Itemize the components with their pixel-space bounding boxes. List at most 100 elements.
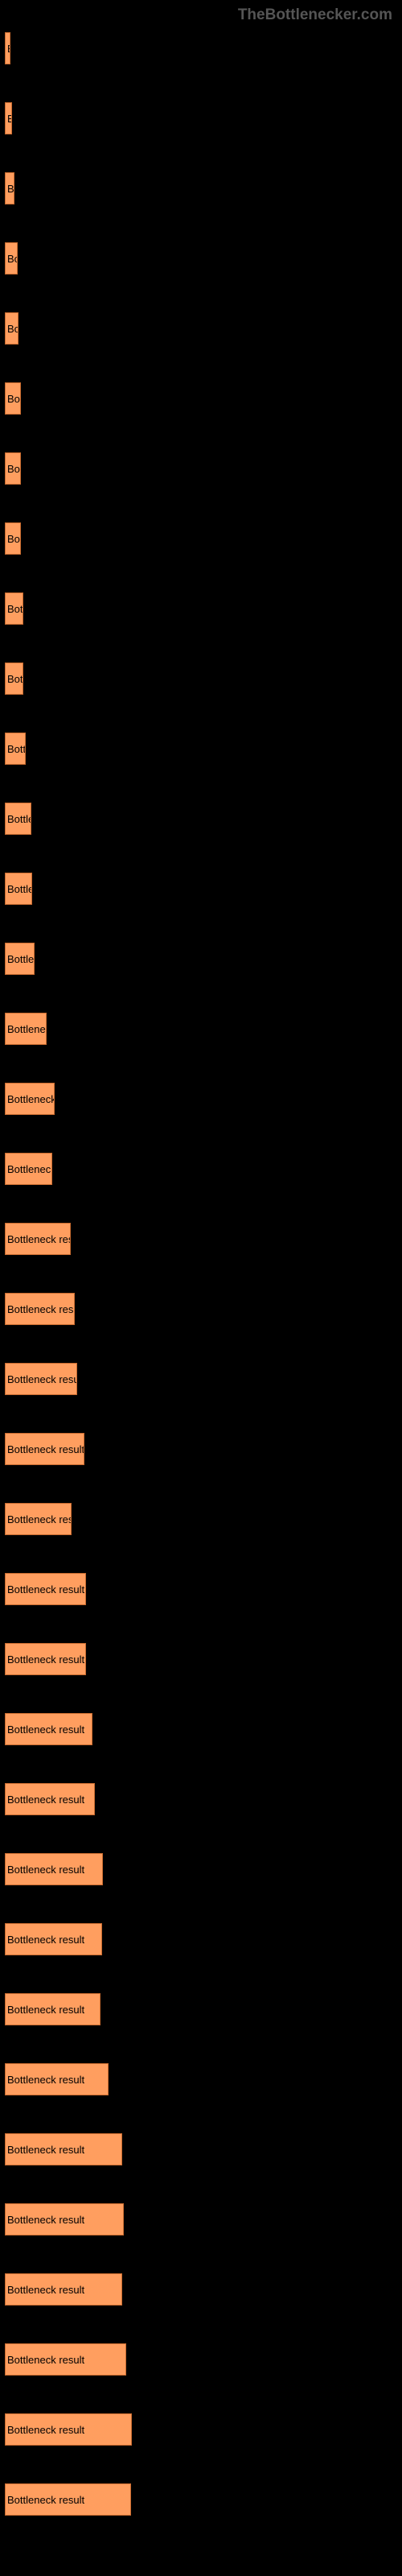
bar-label: Bottleneck result — [7, 393, 21, 405]
bar: Bottleneck result — [5, 2203, 124, 2235]
bar: Bottleneck result — [5, 1573, 86, 1605]
bar-label: Bottleneck result — [7, 2284, 84, 2296]
bar-row: Bottleneck result — [5, 1573, 402, 1605]
bar: Bottleneck result — [5, 873, 32, 905]
bar-row: Bottleneck result — [5, 1013, 402, 1045]
bar-label: Bottleneck result — [7, 673, 23, 685]
bar: Bottleneck result — [5, 2343, 126, 2376]
bar-row: Bottleneck result — [5, 452, 402, 485]
bar: Bottleneck result — [5, 733, 26, 765]
bar-label: Bottleneck result — [7, 1794, 84, 1806]
bar-label: Bottleneck result — [7, 2354, 84, 2366]
bar: Bottleneck result — [5, 1083, 55, 1115]
bar-label: Bottleneck result — [7, 953, 35, 965]
bar: Bottleneck result — [5, 1013, 47, 1045]
bar-row: Bottleneck result — [5, 522, 402, 555]
bar: Bottleneck result — [5, 102, 12, 134]
bar: Bottleneck result — [5, 1993, 100, 2025]
bar-label: Bottleneck result — [7, 1653, 84, 1666]
bar-row: Bottleneck result — [5, 1223, 402, 1255]
bar: Bottleneck result — [5, 2133, 122, 2165]
bar-label: Bottleneck result — [7, 1163, 52, 1175]
bar: Bottleneck result — [5, 522, 21, 555]
bar-label: Bottleneck result — [7, 1934, 84, 1946]
bar-label: Bottleneck result — [7, 813, 31, 825]
bar-label: Bottleneck result — [7, 253, 18, 265]
bar-label: Bottleneck result — [7, 2214, 84, 2226]
bar: Bottleneck result — [5, 1223, 71, 1255]
bar: Bottleneck result — [5, 1153, 52, 1185]
bar: Bottleneck result — [5, 312, 18, 345]
bar-row: Bottleneck result — [5, 2413, 402, 2446]
bar-label: Bottleneck result — [7, 1373, 77, 1385]
bar: Bottleneck result — [5, 1293, 75, 1325]
bar-row: Bottleneck result — [5, 873, 402, 905]
bar-row: Bottleneck result — [5, 1153, 402, 1185]
bar-row: Bottleneck result — [5, 592, 402, 625]
bar-label: Bottleneck result — [7, 1864, 84, 1876]
bar-label: Bottleneck result — [7, 323, 18, 335]
bar: Bottleneck result — [5, 2483, 131, 2516]
bar-label: Bottleneck result — [7, 533, 21, 545]
bar-label: Bottleneck result — [7, 2004, 84, 2016]
bar-row: Bottleneck result — [5, 1433, 402, 1465]
bar-label: Bottleneck result — [7, 1724, 84, 1736]
bar-row: Bottleneck result — [5, 1643, 402, 1675]
bar: Bottleneck result — [5, 663, 23, 695]
bar-label: Bottleneck result — [7, 603, 23, 615]
bar-label: Bottleneck result — [7, 883, 32, 895]
bar-row: Bottleneck result — [5, 1363, 402, 1395]
bar: Bottleneck result — [5, 1853, 103, 1885]
bar: Bottleneck result — [5, 592, 23, 625]
bar-label: Bottleneck result — [7, 2074, 84, 2086]
watermark-text: TheBottlenecker.com — [238, 6, 392, 24]
bar-label: Bottleneck result — [7, 43, 10, 55]
bar-row: Bottleneck result — [5, 2483, 402, 2516]
bar-row: Bottleneck result — [5, 32, 402, 64]
bar: Bottleneck result — [5, 1923, 102, 1955]
bar: Bottleneck result — [5, 1713, 92, 1745]
bar-label: Bottleneck result — [7, 1443, 84, 1455]
bar-row: Bottleneck result — [5, 1783, 402, 1815]
bar: Bottleneck result — [5, 242, 18, 275]
bar-row: Bottleneck result — [5, 803, 402, 835]
bar-row: Bottleneck result — [5, 1503, 402, 1535]
bar-label: Bottleneck result — [7, 463, 21, 475]
bar-row: Bottleneck result — [5, 382, 402, 415]
bar: Bottleneck result — [5, 943, 35, 975]
bar-row: Bottleneck result — [5, 1923, 402, 1955]
bar-row: Bottleneck result — [5, 2343, 402, 2376]
bar-row: Bottleneck result — [5, 1713, 402, 1745]
bar: Bottleneck result — [5, 803, 31, 835]
bar-row: Bottleneck result — [5, 1083, 402, 1115]
bar-row: Bottleneck result — [5, 2273, 402, 2306]
bar-row: Bottleneck result — [5, 1293, 402, 1325]
bar: Bottleneck result — [5, 1363, 77, 1395]
bar: Bottleneck result — [5, 2063, 109, 2095]
bar: Bottleneck result — [5, 382, 21, 415]
bar-row: Bottleneck result — [5, 102, 402, 134]
bar-row: Bottleneck result — [5, 2063, 402, 2095]
bar-row: Bottleneck result — [5, 2133, 402, 2165]
bar-label: Bottleneck result — [7, 743, 26, 755]
bar: Bottleneck result — [5, 2413, 132, 2446]
bar: Bottleneck result — [5, 1783, 95, 1815]
bar-row: Bottleneck result — [5, 1993, 402, 2025]
bar: Bottleneck result — [5, 1643, 86, 1675]
bar: Bottleneck result — [5, 172, 14, 204]
bar-label: Bottleneck result — [7, 2144, 84, 2156]
bar-row: Bottleneck result — [5, 733, 402, 765]
bar-label: Bottleneck result — [7, 1093, 55, 1105]
bar-label: Bottleneck result — [7, 2494, 84, 2506]
bar-label: Bottleneck result — [7, 1583, 84, 1596]
bar-label: Bottleneck result — [7, 1513, 72, 1525]
bar-label: Bottleneck result — [7, 1303, 75, 1315]
bar: Bottleneck result — [5, 32, 10, 64]
bar-row: Bottleneck result — [5, 312, 402, 345]
bar-row: Bottleneck result — [5, 242, 402, 275]
bar-row: Bottleneck result — [5, 172, 402, 204]
bar-label: Bottleneck result — [7, 2424, 84, 2436]
bar-label: Bottleneck result — [7, 183, 14, 195]
bar-row: Bottleneck result — [5, 943, 402, 975]
bar: Bottleneck result — [5, 452, 21, 485]
